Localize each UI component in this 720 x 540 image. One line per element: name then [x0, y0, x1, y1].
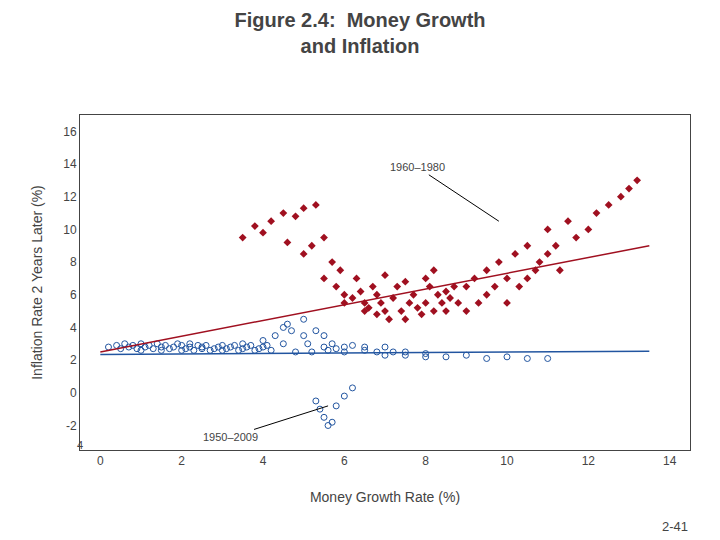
svg-text:14: 14: [63, 157, 77, 171]
svg-text:Money Growth Rate (%): Money Growth Rate (%): [310, 489, 460, 505]
svg-text:1960–1980: 1960–1980: [390, 161, 445, 173]
svg-text:Figure 2.4: Money Growthand I: Figure 2.4: Money Growthand Inflation: [234, 9, 485, 57]
svg-text:16: 16: [63, 125, 77, 139]
svg-text:6: 6: [70, 288, 77, 302]
svg-text:0: 0: [97, 454, 104, 468]
svg-text:10: 10: [500, 454, 514, 468]
svg-text:10: 10: [63, 223, 77, 237]
svg-text:8: 8: [422, 454, 429, 468]
svg-text:2: 2: [70, 353, 77, 367]
svg-text:0: 0: [70, 386, 77, 400]
svg-text:4: 4: [70, 321, 77, 335]
svg-text:8: 8: [70, 255, 77, 269]
svg-text:1950–2009: 1950–2009: [203, 431, 258, 443]
svg-text:12: 12: [63, 190, 77, 204]
svg-text:Inflation Rate 2 Years Later (: Inflation Rate 2 Years Later (%): [29, 185, 45, 380]
svg-text:2-41: 2-41: [662, 519, 688, 534]
svg-text:4: 4: [260, 454, 267, 468]
svg-text:2: 2: [178, 454, 185, 468]
svg-text:14: 14: [663, 454, 677, 468]
svg-text:6: 6: [341, 454, 348, 468]
svg-text:4: 4: [77, 439, 83, 451]
svg-text:12: 12: [582, 454, 596, 468]
svg-text:-2: -2: [66, 419, 77, 433]
